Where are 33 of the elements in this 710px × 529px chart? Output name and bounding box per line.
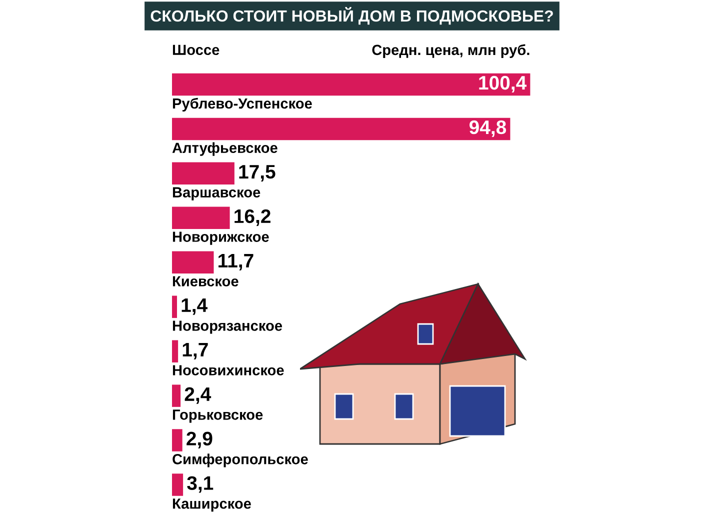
data-label: 3,1 <box>187 476 214 493</box>
bar <box>172 296 177 318</box>
data-label: 1,4 <box>182 298 208 315</box>
y-tick-label: Киевское <box>172 276 238 286</box>
bar <box>172 206 230 230</box>
y-tick-label: Рублево-Успенское <box>172 98 312 112</box>
y-tick-label: Варшавское <box>172 187 260 200</box>
y-tick-label: Носовихинское <box>172 365 284 376</box>
data-label: 100,4 <box>479 76 527 93</box>
bar <box>172 162 234 185</box>
chart-title: СКОЛЬКО СТОИТ НОВЫЙ ДОМ В ПОДМОСКОВЬЕ? <box>150 7 553 25</box>
data-label: 2,9 <box>186 432 212 448</box>
data-label: 17,5 <box>239 165 276 182</box>
y-tick-label: Новорижское <box>172 232 269 245</box>
y-tick-label: Симферопольское <box>172 454 308 468</box>
bar <box>172 384 181 407</box>
data-label: 2,4 <box>184 387 212 404</box>
y-axis-title: Шоссе <box>172 44 220 56</box>
bar <box>172 474 184 496</box>
data-label: 1,7 <box>182 342 208 360</box>
bar <box>172 251 214 274</box>
data-label: 16,2 <box>234 209 270 226</box>
x-axis-title: Средн. цена, млн руб. <box>372 44 530 58</box>
bar <box>172 73 530 96</box>
bar <box>172 340 178 362</box>
y-tick-label: Новорязанское <box>172 320 282 334</box>
data-label: 94,8 <box>469 120 506 137</box>
bar <box>172 429 182 452</box>
y-tick-label: Алтуфьевское <box>172 142 278 156</box>
y-tick-label: Горьковское <box>172 410 263 423</box>
bar <box>172 118 510 140</box>
y-tick-label: Каширское <box>172 498 251 512</box>
data-label: 11,7 <box>218 254 254 270</box>
